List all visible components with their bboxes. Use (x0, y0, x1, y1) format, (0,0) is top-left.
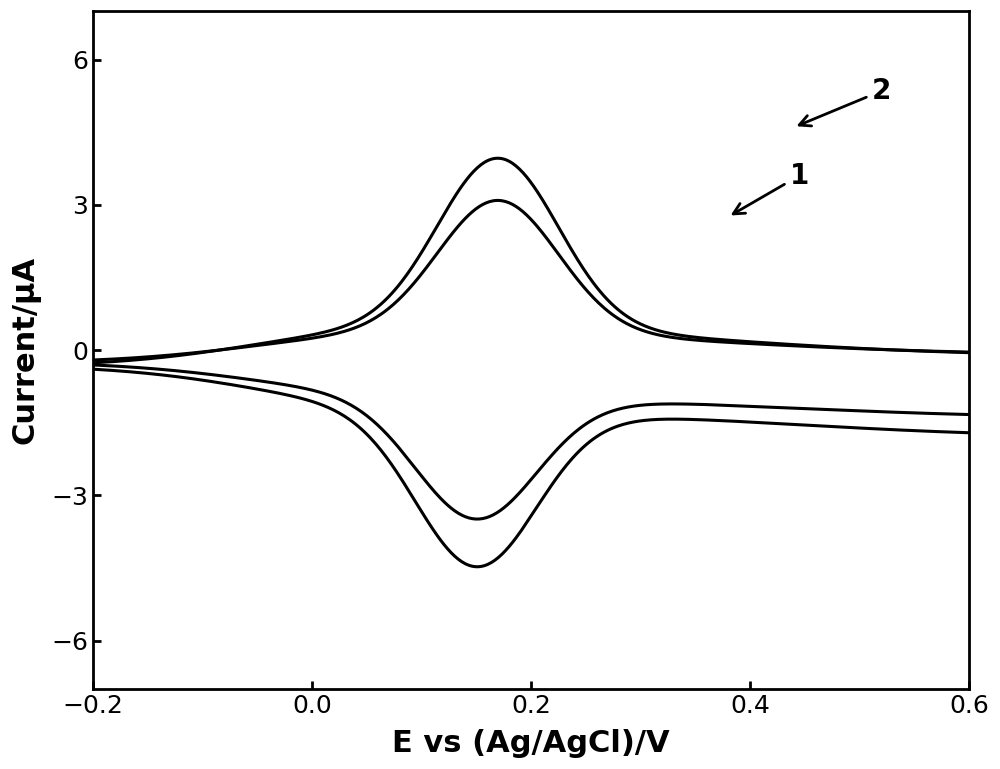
X-axis label: E vs (Ag/AgCl)/V: E vs (Ag/AgCl)/V (392, 729, 670, 758)
Text: 2: 2 (799, 77, 891, 126)
Y-axis label: Current/μA: Current/μA (11, 256, 40, 444)
Text: 1: 1 (733, 161, 809, 214)
